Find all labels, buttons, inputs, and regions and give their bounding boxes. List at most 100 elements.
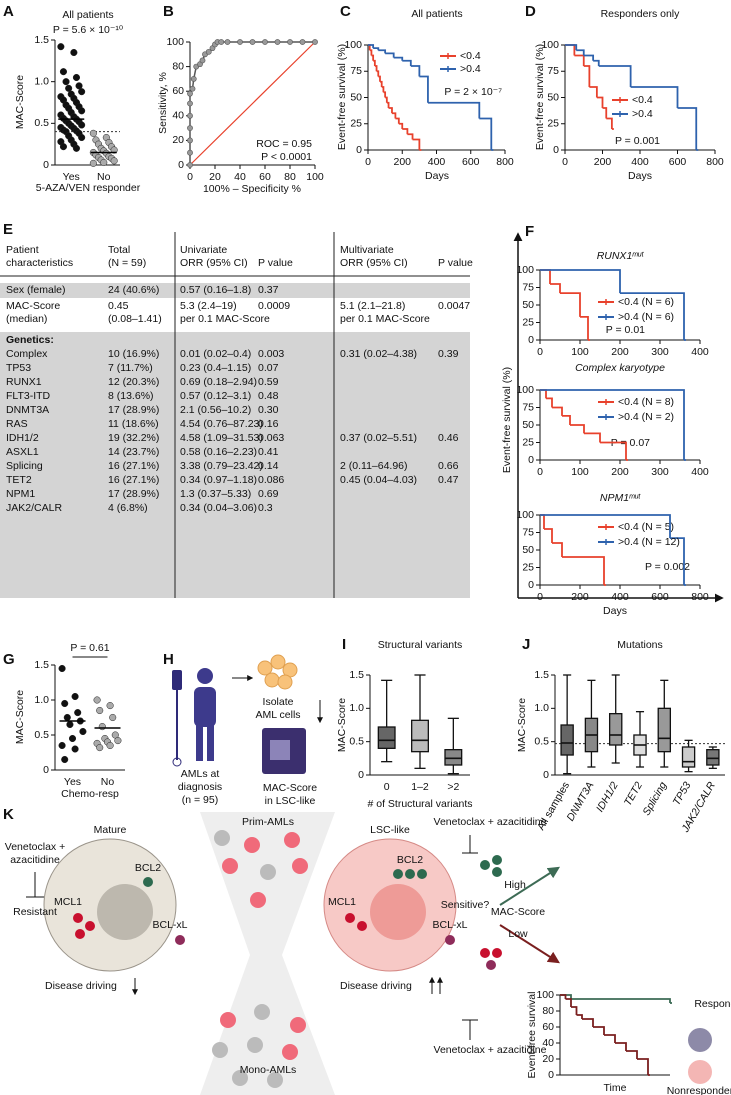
y-tick-label: 80 (542, 1005, 554, 1017)
survival-step (540, 514, 671, 539)
y-tick-label: 0 (548, 1069, 554, 1081)
label: BCL-xL (152, 919, 187, 931)
table-cell: 0.0047 (438, 300, 470, 312)
x-tick-label: TP53 (671, 780, 694, 808)
x-axis-label: Chemo-resp (61, 788, 119, 800)
annotation: P = 0.002 (645, 561, 690, 573)
point (106, 741, 114, 750)
survival-step (606, 117, 613, 129)
label: Venetoclax + azacitidine (434, 1044, 547, 1056)
roc-point (199, 57, 206, 64)
label: AML cells (255, 709, 300, 721)
x-tick-label: 400 (691, 466, 709, 478)
table-cell: Complex (6, 348, 48, 360)
y-tick-label: 1.5 (534, 669, 549, 681)
point (75, 82, 83, 90)
survival-step (386, 101, 390, 108)
chart-title: RUNX1ᵐᵘᵗ (597, 250, 645, 262)
table-cell: 5.1 (2.1–21.8) (340, 300, 405, 312)
panel-label: I (342, 636, 346, 653)
x-tick-label: 0 (187, 171, 193, 183)
y-tick-label: 1.0 (349, 702, 364, 714)
nonresponder-icon (688, 1060, 712, 1084)
point (58, 741, 66, 750)
table-cell: 0.086 (258, 474, 284, 486)
table-cell: 11 (18.6%) (108, 418, 159, 430)
y-tick-label: 0.5 (34, 117, 49, 129)
proteins (345, 869, 455, 945)
survival-step (407, 133, 414, 140)
point (98, 723, 106, 731)
table-header: ORR (95% CI) (180, 257, 248, 269)
survival-step (583, 65, 591, 87)
table-cell: 14 (23.7%) (108, 446, 159, 458)
y-tick-label: 0.5 (349, 735, 364, 747)
table-cell: 3.38 (0.79–23.42) (180, 460, 263, 472)
point (89, 159, 97, 167)
table-cell: 0.37 (0.02–5.51) (340, 432, 417, 444)
table-cell: 0.57 (0.12–3.1) (180, 390, 251, 402)
survival-step (574, 54, 585, 66)
panel-label: G (3, 651, 15, 668)
table-cell: RAS (6, 418, 28, 430)
survival-step (540, 514, 545, 529)
y-tick-label: 25 (522, 436, 534, 448)
table-frame (0, 232, 470, 598)
roc-point (187, 100, 193, 107)
y-tick-label: 0.5 (534, 735, 549, 747)
y-tick-label: 100 (541, 39, 559, 51)
label: High (504, 879, 526, 891)
responder-icon (688, 1028, 712, 1052)
survival-step (540, 269, 551, 284)
table-cell: 0.003 (258, 348, 284, 360)
panel-label: A (3, 3, 14, 20)
legend-label: <0.4 (632, 94, 653, 106)
roc-point (187, 137, 193, 144)
annotation: P = 2 × 10⁻⁷ (444, 86, 502, 98)
legend-label: >0.4 (N = 6) (618, 311, 674, 323)
table-cell: 1.3 (0.37–5.33) (180, 488, 251, 500)
y-tick-label: 0 (528, 454, 534, 466)
box (706, 749, 720, 766)
x-axis-label: 5-AZA/VEN responder (36, 182, 141, 194)
roc-point (274, 39, 281, 45)
roc-point (187, 112, 193, 119)
box (377, 726, 396, 749)
point (63, 713, 71, 722)
box (608, 713, 623, 746)
y-tick-label: 1.0 (534, 702, 549, 714)
survival-step (560, 994, 567, 999)
roc-point (190, 76, 197, 82)
y-axis-label: Event-free survival (526, 992, 538, 1079)
arrow (499, 924, 561, 964)
panel-label: J (522, 636, 530, 653)
y-tick-label: 1.5 (349, 669, 364, 681)
survival-step (376, 70, 380, 77)
table-cell: 0.69 (0.18–2.94) (180, 376, 257, 388)
y-tick-label: 0 (43, 159, 49, 171)
roc-point (249, 39, 256, 45)
x-tick-label: 400 (611, 591, 629, 603)
label: Disease driving (45, 980, 117, 992)
table-cell: JAK2/CALR (6, 502, 62, 514)
person (207, 725, 214, 761)
table-cell: 5.3 (2.4–19) (180, 300, 237, 312)
legend-label: <0.4 (460, 50, 481, 62)
survival-step (544, 528, 553, 543)
box (444, 749, 463, 766)
cells (257, 654, 298, 690)
panel-label: E (3, 221, 13, 238)
label: Venetoclax + (5, 841, 65, 853)
x-tick-label: 300 (651, 346, 669, 358)
survival-step (576, 1014, 583, 1019)
table-cell: RUNX1 (6, 376, 42, 388)
x-tick-label: 200 (594, 156, 612, 168)
x-tick-label: 400 (631, 156, 649, 168)
survival-step (369, 49, 373, 56)
panel-label: C (340, 3, 351, 20)
x-tick-label: 800 (706, 156, 724, 168)
x-tick-label: No (101, 776, 115, 788)
chart-title: Complex karyotype (575, 362, 665, 374)
chart-title: Structural variants (378, 639, 463, 651)
row-shade (0, 283, 470, 298)
